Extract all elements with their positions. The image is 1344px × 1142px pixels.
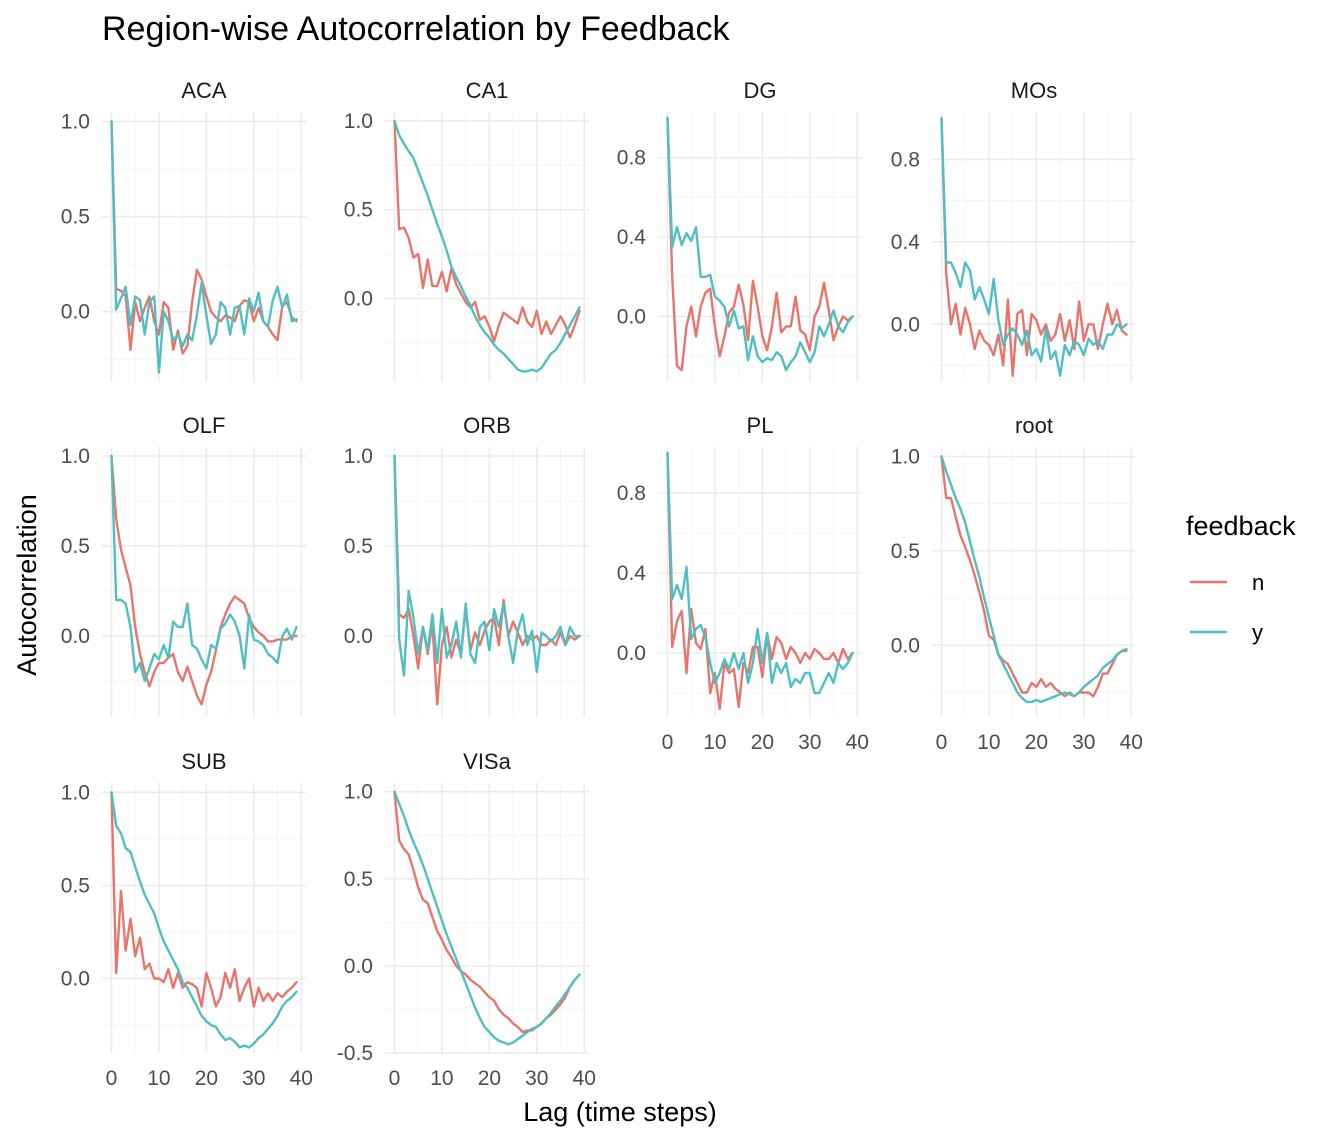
x-tick-label: 40 xyxy=(290,1067,313,1090)
series-line-n-sub xyxy=(110,791,298,1008)
series-line-y-pl xyxy=(666,451,854,695)
series-line-n-olf xyxy=(110,454,298,706)
y-tick-label: 1.0 xyxy=(61,781,90,804)
x-tick-label: 20 xyxy=(478,1067,501,1090)
y-tick-label: 0.5 xyxy=(61,206,90,229)
y-tick-label: 0.4 xyxy=(891,231,921,254)
strip-label-visa: VISa xyxy=(463,749,511,774)
y-tick-label: 0.5 xyxy=(891,540,920,563)
strip-label-olf: OLF xyxy=(183,413,226,438)
y-tick-label: 0.0 xyxy=(344,625,373,648)
y-axis-label: Autocorrelation xyxy=(12,494,42,676)
y-tick-label: 1.0 xyxy=(891,445,920,468)
y-tick-label: 0.8 xyxy=(617,482,646,505)
panel-ca1: 0.0 0.5 1.0 CA1 xyxy=(344,78,589,382)
series-line-n-orb xyxy=(393,454,581,706)
x-tick-label: 20 xyxy=(195,1067,218,1090)
y-tick-label: 0.0 xyxy=(617,305,646,328)
series-line-n-dg xyxy=(666,116,854,372)
panel-mos: 0.0 0.4 0.8 MOs xyxy=(891,78,1136,382)
series-line-y-dg xyxy=(666,116,854,372)
y-tick-label: 1.0 xyxy=(344,781,373,804)
x-tick-label: 10 xyxy=(147,1067,170,1090)
strip-label-root: root xyxy=(1015,413,1053,438)
y-tick-label: 1.0 xyxy=(61,445,90,468)
y-tick-label: 0.4 xyxy=(617,562,647,585)
chart-title: Region-wise Autocorrelation by Feedback xyxy=(102,10,730,48)
x-tick-label: 10 xyxy=(430,1067,453,1090)
y-tick-label: 0.8 xyxy=(617,147,646,170)
x-tick-label: 40 xyxy=(1120,731,1143,754)
series-line-y-aca xyxy=(110,120,298,374)
x-tick-label: 0 xyxy=(389,1067,401,1090)
strip-label-sub: SUB xyxy=(181,749,226,774)
y-tick-label: 0.0 xyxy=(61,968,90,991)
y-tick-label: -0.5 xyxy=(337,1042,373,1065)
series-line-y-visa xyxy=(393,790,581,1046)
series-line-n-root xyxy=(940,455,1128,698)
y-tick-label: 0.0 xyxy=(344,955,373,978)
x-tick-label: 40 xyxy=(846,731,869,754)
y-tick-label: 0.8 xyxy=(891,148,920,171)
strip-label-ca1: CA1 xyxy=(466,78,509,103)
panel-dg: 0.0 0.4 0.8 DG xyxy=(617,78,862,382)
y-tick-label: 0.0 xyxy=(344,288,373,311)
y-tick-label: 0.5 xyxy=(61,874,90,897)
y-tick-label: 0.0 xyxy=(617,642,646,665)
y-tick-label: 0.5 xyxy=(344,199,373,222)
strip-label-mos: MOs xyxy=(1011,78,1057,103)
y-tick-label: 1.0 xyxy=(344,110,373,133)
y-tick-label: 0.0 xyxy=(61,625,90,648)
y-tick-label: 0.0 xyxy=(891,313,920,336)
x-tick-label: 20 xyxy=(751,731,774,754)
x-tick-label: 30 xyxy=(1072,731,1095,754)
series-line-n-mos xyxy=(940,116,1128,377)
panel-aca: 0.0 0.5 1.0 ACA xyxy=(61,78,306,382)
strip-label-aca: ACA xyxy=(181,78,227,103)
legend-label-n: n xyxy=(1252,570,1264,595)
panel-pl: 0.0 0.4 0.8 PL 0 10 20 30 40 xyxy=(617,413,869,754)
x-tick-label: 30 xyxy=(798,731,821,754)
x-tick-label: 0 xyxy=(106,1067,118,1090)
y-tick-label: 0.5 xyxy=(344,535,373,558)
series-line-y-ca1 xyxy=(393,119,581,373)
y-tick-label: 0.0 xyxy=(891,634,920,657)
panel-root: 0.0 0.5 1.0 root 0 10 20 30 40 xyxy=(891,413,1143,754)
x-tick-label: 30 xyxy=(242,1067,265,1090)
legend-label-y: y xyxy=(1252,620,1263,645)
legend: feedback n y xyxy=(1186,511,1296,645)
facet-panels: 0.00.51.0ACA0.00.51.0CA10.00.40.8DG0.00.… xyxy=(61,78,1143,1090)
y-tick-label: 1.0 xyxy=(344,445,373,468)
series-line-y-mos xyxy=(940,116,1128,377)
series-line-y-olf xyxy=(110,454,298,683)
x-tick-label: 20 xyxy=(1025,731,1048,754)
y-tick-label: 0.5 xyxy=(61,535,90,558)
y-tick-label: 0.4 xyxy=(617,226,647,249)
panel-olf: 0.0 0.5 1.0 OLF xyxy=(61,413,306,717)
x-tick-label: 40 xyxy=(573,1067,596,1090)
y-tick-label: 1.0 xyxy=(61,111,90,134)
y-tick-label: 0.5 xyxy=(344,868,373,891)
strip-label-pl: PL xyxy=(747,413,774,438)
series-line-n-ca1 xyxy=(393,119,581,343)
series-line-y-root xyxy=(940,455,1128,704)
x-tick-label: 10 xyxy=(977,731,1000,754)
panel-orb: 0.0 0.5 1.0 ORB xyxy=(344,413,589,717)
y-tick-label: 0.0 xyxy=(61,301,90,324)
series-line-y-orb xyxy=(393,454,581,677)
series-line-n-visa xyxy=(393,790,581,1034)
panel-sub: 0.0 0.5 1.0 SUB 0 10 20 30 40 xyxy=(61,749,313,1090)
panel-visa: -0.5 0.0 0.5 1.0 VISa 0 10 20 30 40 xyxy=(337,749,596,1090)
strip-label-orb: ORB xyxy=(463,413,511,438)
x-tick-label: 0 xyxy=(662,731,674,754)
x-tick-label: 30 xyxy=(525,1067,548,1090)
x-axis-label: Lag (time steps) xyxy=(523,1097,717,1127)
series-line-n-pl xyxy=(666,451,854,711)
series-line-y-sub xyxy=(110,791,298,1049)
strip-label-dg: DG xyxy=(744,78,777,103)
legend-title: feedback xyxy=(1186,511,1296,541)
x-tick-label: 10 xyxy=(703,731,726,754)
x-tick-label: 0 xyxy=(936,731,948,754)
